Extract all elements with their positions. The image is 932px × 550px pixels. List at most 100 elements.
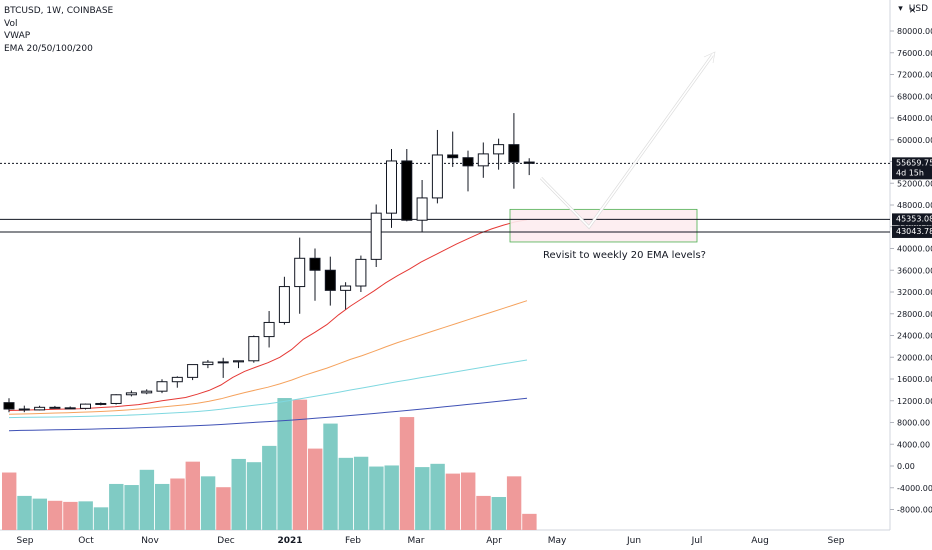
- volume-bar: [491, 496, 506, 530]
- volume-bar: [476, 495, 491, 530]
- price-tick-label: 60000.00: [897, 136, 932, 145]
- candle-body: [462, 157, 474, 167]
- volume-bar: [384, 465, 399, 530]
- price-tick-label: 20000.00: [897, 353, 932, 362]
- legend-ema[interactable]: EMA 20/50/100/200: [4, 43, 93, 54]
- price-tick-label: 48000.00: [897, 201, 932, 210]
- level2-tag-text: 43043.78: [896, 227, 932, 236]
- price-tick-label: 68000.00: [897, 92, 932, 101]
- volume-bar: [262, 445, 277, 530]
- volume-bar: [109, 483, 124, 530]
- time-tick-label: Jun: [626, 536, 641, 546]
- price-scale-header: ▾ USD: [898, 4, 928, 14]
- volume-bar: [430, 463, 445, 530]
- price-tick-label: 36000.00: [897, 266, 932, 275]
- time-tick-label: 2021: [277, 536, 302, 546]
- candle-body: [49, 406, 61, 409]
- candle-body: [217, 361, 229, 364]
- time-tick-label: Jul: [691, 536, 703, 546]
- ema-line: [8, 359, 528, 419]
- volume-bar: [170, 478, 185, 530]
- symbol-title[interactable]: BTCUSD, 1W, COINBASE: [4, 6, 114, 16]
- annotation-text[interactable]: Revisit to weekly 20 EMA levels?: [543, 250, 706, 261]
- candle-body: [125, 392, 137, 396]
- volume-bar: [323, 423, 338, 530]
- volume-bar: [353, 456, 369, 530]
- time-tick-label: May: [548, 536, 567, 546]
- candle-body: [340, 285, 352, 291]
- candle-body: [416, 197, 428, 221]
- projection-drawing[interactable]: [539, 50, 717, 230]
- dropdown-icon[interactable]: ▾: [898, 4, 903, 14]
- price-tick-label: 72000.00: [897, 71, 932, 80]
- price-axis[interactable]: 80000.00 76000.00 72000.00 68000.00 64000.00…: [890, 27, 932, 515]
- volume-bar: [522, 513, 537, 530]
- candle-body: [386, 160, 397, 214]
- volume-bar: [47, 500, 63, 530]
- legend-vwap[interactable]: VWAP: [4, 31, 31, 41]
- volume-bar: [415, 467, 430, 530]
- candle-body: [34, 406, 46, 411]
- candle-body: [95, 402, 107, 405]
- volume-bar: [445, 473, 461, 530]
- time-tick-label: Mar: [408, 536, 425, 546]
- level1-tag-bg: [892, 213, 932, 226]
- volume-bar: [124, 485, 139, 530]
- close-icon[interactable]: ×: [908, 3, 916, 17]
- price-tick-label: -8000.00: [897, 506, 932, 515]
- time-tick-label: Dec: [217, 536, 234, 546]
- candle-body: [370, 212, 382, 260]
- volume-bar: [78, 501, 93, 530]
- candle-body: [324, 269, 336, 291]
- price-tick-label: 12000.00: [897, 397, 932, 406]
- volume-bar: [216, 487, 231, 530]
- candle-body: [64, 407, 76, 410]
- currency-label[interactable]: USD: [908, 4, 928, 14]
- time-tick-label: Oct: [78, 536, 94, 546]
- candle-body: [233, 360, 244, 363]
- candle-body: [18, 408, 30, 411]
- chart-legend: BTCUSD, 1W, COINBASE Vol VWAP EMA 20/50/…: [4, 5, 113, 55]
- volume-bar: [32, 498, 47, 530]
- support-zone[interactable]: [509, 208, 698, 243]
- candle-body: [401, 160, 413, 221]
- price-tick-label: 8000.00: [897, 419, 930, 428]
- price-tick-label: 16000.00: [897, 375, 932, 384]
- candle-body: [248, 336, 260, 362]
- volume-bar: [93, 507, 109, 530]
- volume-bar: [338, 457, 353, 530]
- time-tick-label: Feb: [345, 536, 361, 546]
- volume-bar: [399, 417, 415, 530]
- time-tick-label: Sep: [17, 536, 34, 546]
- candle-body: [3, 402, 15, 410]
- ema-line: [8, 397, 528, 432]
- price-tick-label: 64000.00: [897, 114, 932, 123]
- ema-line: [8, 300, 528, 415]
- ema-line: [8, 219, 528, 411]
- volume-bar: [185, 461, 200, 530]
- volume-bar: [63, 501, 78, 530]
- price-tick-label: 0.00: [897, 462, 915, 471]
- price-tick-label: 4000.00: [897, 440, 930, 449]
- volume-bar: [292, 399, 308, 530]
- price-tick-label: 24000.00: [897, 332, 932, 341]
- support-zone-box[interactable]: [509, 208, 698, 243]
- last-price-tag-bg: [892, 157, 932, 180]
- volume-bar: [461, 472, 476, 530]
- time-tick-label: Sep: [828, 536, 845, 546]
- time-axis[interactable]: Sep Oct Nov Dec 2021 Feb Mar Apr May Jun Jul Aug Sep: [17, 536, 845, 546]
- legend-vol[interactable]: Vol: [4, 18, 18, 29]
- price-tick-label: 32000.00: [897, 288, 932, 297]
- candle-body: [477, 153, 489, 167]
- price-tick-label: 40000.00: [897, 245, 932, 254]
- candle-body: [523, 161, 535, 164]
- projection-path[interactable]: [540, 52, 715, 229]
- price-levels[interactable]: [0, 162, 890, 233]
- volume-bar: [155, 483, 170, 530]
- candle-body: [508, 144, 520, 163]
- volume-bar: [369, 466, 384, 530]
- time-tick-label: Apr: [486, 536, 502, 546]
- candle-body: [80, 403, 91, 409]
- candle-body: [309, 257, 321, 271]
